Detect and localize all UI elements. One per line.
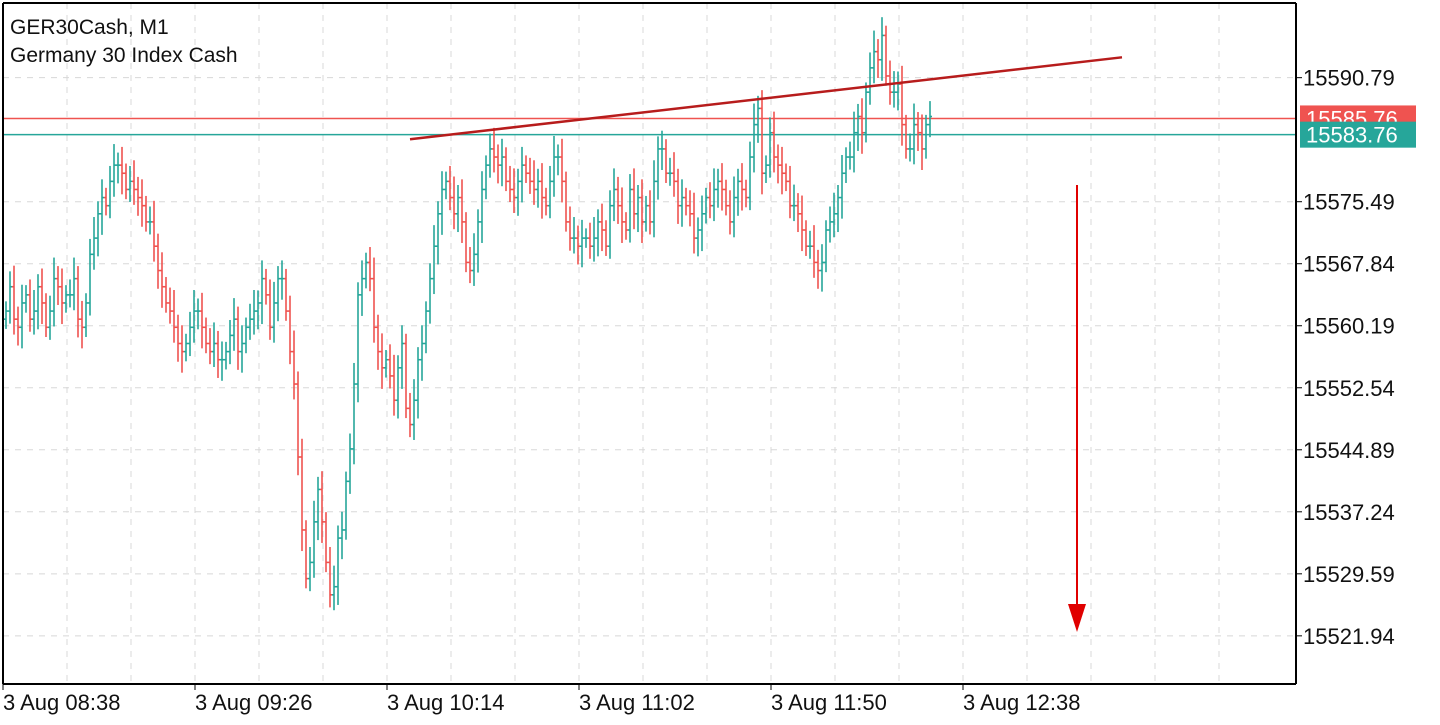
trendline: [409, 56, 1123, 141]
x-tick-label: 3 Aug 08:38: [3, 690, 120, 715]
y-tick-label: 15537.24: [1303, 500, 1395, 525]
x-tick-label: 3 Aug 11:02: [579, 690, 695, 715]
y-tick-label: 15552.54: [1303, 376, 1395, 401]
bid-price-label-box: [1300, 121, 1416, 148]
y-tick-label: 15544.89: [1303, 438, 1395, 463]
bid-price-label: 15583.76: [1306, 123, 1398, 148]
x-tick-label: 3 Aug 10:14: [387, 690, 504, 715]
y-tick-label: 15590.79: [1303, 66, 1395, 91]
y-tick-label: 15575.49: [1303, 190, 1395, 215]
y-tick-label: 15521.94: [1303, 624, 1395, 649]
symbol-title: GER30Cash, M1: [10, 16, 169, 39]
arrow-head-icon: [1068, 604, 1086, 632]
symbol-description: Germany 30 Index Cash: [10, 44, 238, 67]
x-tick-label: 3 Aug 09:26: [195, 690, 312, 715]
x-tick-label: 3 Aug 11:50: [771, 690, 887, 715]
y-tick-label: 15567.84: [1303, 252, 1395, 277]
y-tick-label: 15560.19: [1303, 314, 1395, 339]
x-tick-label: 3 Aug 12:38: [963, 690, 1080, 715]
y-tick-label: 15529.59: [1303, 562, 1395, 587]
